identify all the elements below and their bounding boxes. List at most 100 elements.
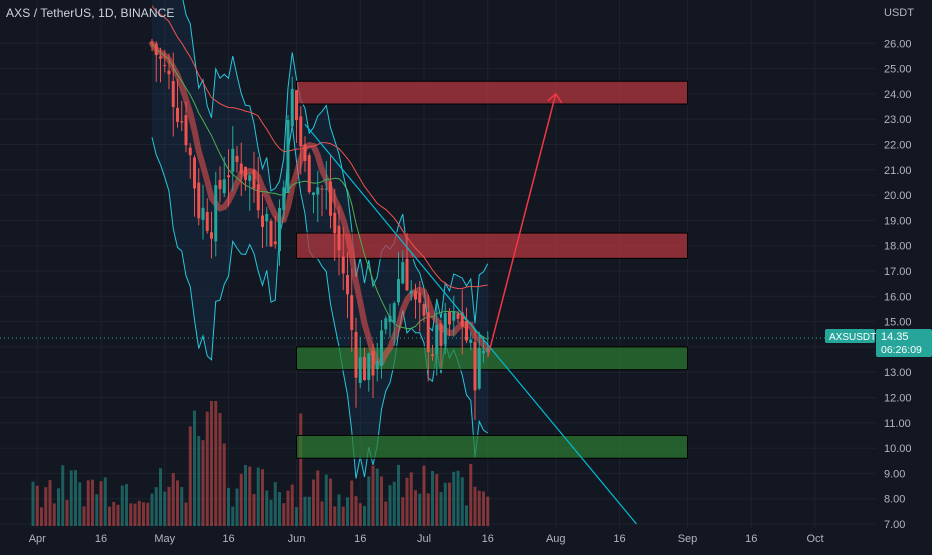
volume-bar: [44, 487, 48, 526]
symbol-badge-bg: [825, 329, 875, 343]
candle-body: [286, 120, 290, 193]
volume-bar: [69, 470, 73, 526]
candle-body: [252, 169, 256, 189]
price-tick-label: 10.00: [884, 443, 912, 455]
candle-body: [180, 121, 184, 123]
candle-body: [367, 353, 371, 380]
volume-bar: [146, 502, 150, 526]
price-tick-label: 17.00: [884, 266, 912, 278]
price-tick-label: 12.00: [884, 393, 912, 405]
volume-bar: [86, 480, 90, 526]
candle-body: [397, 279, 400, 303]
support-zone: [296, 434, 688, 459]
volume-bar: [103, 477, 107, 526]
time-axis[interactable]: Apr 16 May 16 Jun 16 Jul 16 Aug 16 Sep 16 Oct: [29, 533, 824, 545]
volume-bar: [205, 411, 209, 526]
candle-body: [222, 179, 226, 194]
volume-bar: [426, 493, 430, 526]
candle-body: [295, 90, 298, 121]
descending-trendline: [304, 123, 637, 525]
slow-ma-line: [151, 5, 488, 290]
price-tick-label: 16.00: [884, 291, 912, 303]
volume-bar: [227, 487, 230, 526]
candle-body: [167, 70, 171, 75]
candle-body: [414, 290, 417, 300]
volume-bar: [473, 486, 477, 526]
last-price-text: 14.35: [881, 331, 909, 343]
volume-bar: [307, 496, 311, 526]
candle-body: [486, 348, 490, 351]
volume-bar: [154, 487, 158, 526]
volume-bar: [210, 401, 213, 526]
volume-bar: [142, 502, 145, 526]
volume-bar: [116, 504, 120, 526]
volume-bar: [282, 503, 286, 526]
time-tick-label: Jul: [417, 533, 431, 545]
volume-bar: [401, 497, 405, 526]
candle-body: [235, 155, 239, 162]
candle-body: [363, 356, 366, 381]
volume-bar: [159, 468, 162, 526]
drawings-layer[interactable]: [304, 92, 637, 525]
volume-bar: [167, 486, 171, 526]
candle-body: [337, 225, 341, 251]
volume-bar: [244, 464, 247, 526]
projection-arrow-line: [487, 93, 557, 358]
candle-body: [448, 312, 451, 325]
volume-bar: [333, 506, 337, 526]
candle-body: [150, 42, 154, 44]
candle-body: [307, 155, 311, 192]
volume-bar: [180, 487, 184, 526]
volume-bar: [214, 401, 218, 526]
volume-bar: [324, 474, 328, 526]
volume-bar: [95, 494, 99, 526]
candle-body: [431, 354, 434, 356]
volume-bar: [435, 473, 439, 526]
volume-bar: [31, 481, 35, 526]
price-tick-label: 13.00: [884, 367, 912, 379]
volume-bar: [358, 503, 362, 526]
volume-bar: [193, 410, 196, 526]
candle-body: [477, 348, 481, 389]
symbol-title[interactable]: AXS / TetherUS, 1D, BINANCE: [6, 6, 175, 20]
candle-body: [465, 321, 468, 341]
price-tick-label: 19.00: [884, 215, 912, 227]
volume-bar: [482, 491, 485, 526]
candle-body: [409, 290, 413, 294]
candles-layer[interactable]: [150, 38, 490, 421]
symbol-badge-text: AXSUSDT: [829, 332, 876, 343]
volume-bar: [337, 494, 341, 526]
price-axis[interactable]: USDT 26.00 25.00 24.00 23.00 22.00 21.00 20.00…: [884, 7, 914, 531]
candle-body: [312, 192, 315, 195]
volume-bar: [171, 473, 175, 526]
candle-body: [320, 188, 324, 190]
volume-bar: [112, 501, 116, 526]
price-tick-label: 15.00: [884, 317, 912, 329]
candle-body: [171, 81, 175, 108]
candle-body: [401, 262, 405, 284]
volume-bar: [341, 506, 345, 526]
volume-bar: [316, 470, 320, 526]
candle-body: [248, 175, 252, 181]
candle-body: [299, 116, 303, 147]
price-tick-label: 22.00: [884, 140, 912, 152]
candle-body: [418, 292, 422, 303]
candle-body: [392, 303, 396, 324]
candle-body: [163, 65, 167, 67]
volume-bar: [52, 503, 56, 526]
volume-bar: [367, 476, 371, 526]
volume-bar: [120, 485, 124, 526]
volume-bar: [329, 478, 332, 526]
volume-bar: [74, 470, 77, 526]
volume-bar: [239, 473, 243, 526]
resistance-zone: [296, 232, 688, 259]
volume-bar: [99, 481, 103, 526]
volume-bar: [137, 500, 141, 526]
price-tick-label: 8.00: [884, 494, 905, 506]
time-tick-label: 16: [222, 533, 234, 545]
volume-bar: [422, 465, 426, 526]
candle-body: [422, 304, 426, 316]
volume-bar: [235, 488, 239, 526]
